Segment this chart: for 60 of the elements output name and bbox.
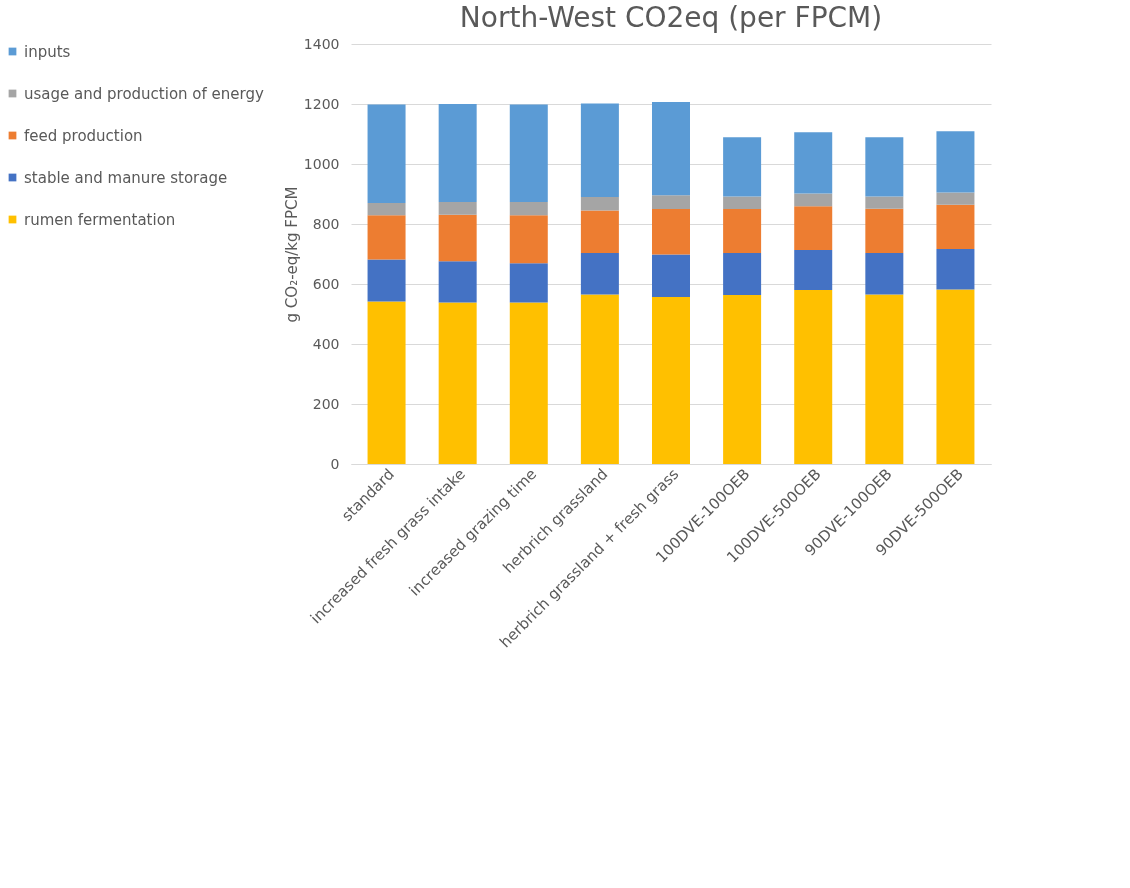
bar	[580, 294, 619, 464]
bar	[438, 202, 477, 215]
bar	[580, 103, 619, 197]
y-tick-label: 800	[312, 215, 340, 232]
bar	[723, 196, 762, 209]
y-tick-label: 1200	[303, 95, 340, 112]
legend-label: usage and production of energy	[24, 84, 264, 103]
bar	[438, 214, 477, 262]
bar	[580, 197, 619, 211]
bar	[367, 301, 406, 464]
legend-label: rumen fermentation	[24, 210, 176, 229]
bar	[652, 101, 690, 196]
bar	[936, 204, 975, 249]
bar	[865, 137, 904, 197]
bar	[723, 253, 762, 296]
legend-label: inputs	[24, 42, 71, 61]
bar	[509, 215, 548, 264]
bar	[723, 295, 762, 464]
bar	[509, 263, 548, 303]
y-tick-label: 0	[330, 455, 340, 472]
bar	[723, 137, 762, 197]
chart-title: North-West CO2eq (per FPCM)	[459, 1, 883, 34]
bar	[723, 209, 762, 254]
bar	[794, 290, 833, 464]
bar	[936, 192, 975, 205]
bar	[438, 104, 477, 203]
bar	[936, 131, 975, 193]
bar	[438, 302, 477, 464]
bar	[509, 202, 548, 216]
y-tick-label: 1400	[303, 35, 340, 52]
bar	[865, 253, 904, 295]
bar	[438, 261, 477, 303]
bar	[794, 132, 833, 194]
bar	[652, 296, 690, 464]
bar	[367, 215, 406, 260]
legend-label: stable and manure storage	[24, 168, 228, 187]
bar	[794, 193, 833, 207]
bar	[580, 210, 619, 254]
bar	[652, 195, 690, 209]
bar	[794, 250, 833, 290]
bar	[509, 302, 548, 464]
bar	[865, 196, 904, 209]
legend-label: feed production	[24, 126, 143, 145]
y-tick-label: 400	[312, 335, 340, 352]
bar	[936, 289, 975, 464]
bar	[580, 253, 619, 295]
bar	[652, 209, 690, 255]
bar	[936, 248, 975, 290]
bar	[367, 259, 406, 302]
y-tick-label: 600	[312, 275, 340, 292]
bar	[652, 254, 690, 297]
bar	[794, 206, 833, 251]
bar	[865, 294, 904, 464]
bar	[865, 208, 904, 254]
bar	[367, 203, 406, 216]
bar	[367, 104, 406, 203]
y-tick-label: 200	[312, 395, 340, 412]
y-tick-label: 1000	[303, 155, 340, 172]
y-axis-title: g CO₂-eq/kg FPCM	[282, 186, 301, 323]
bar	[509, 104, 548, 203]
